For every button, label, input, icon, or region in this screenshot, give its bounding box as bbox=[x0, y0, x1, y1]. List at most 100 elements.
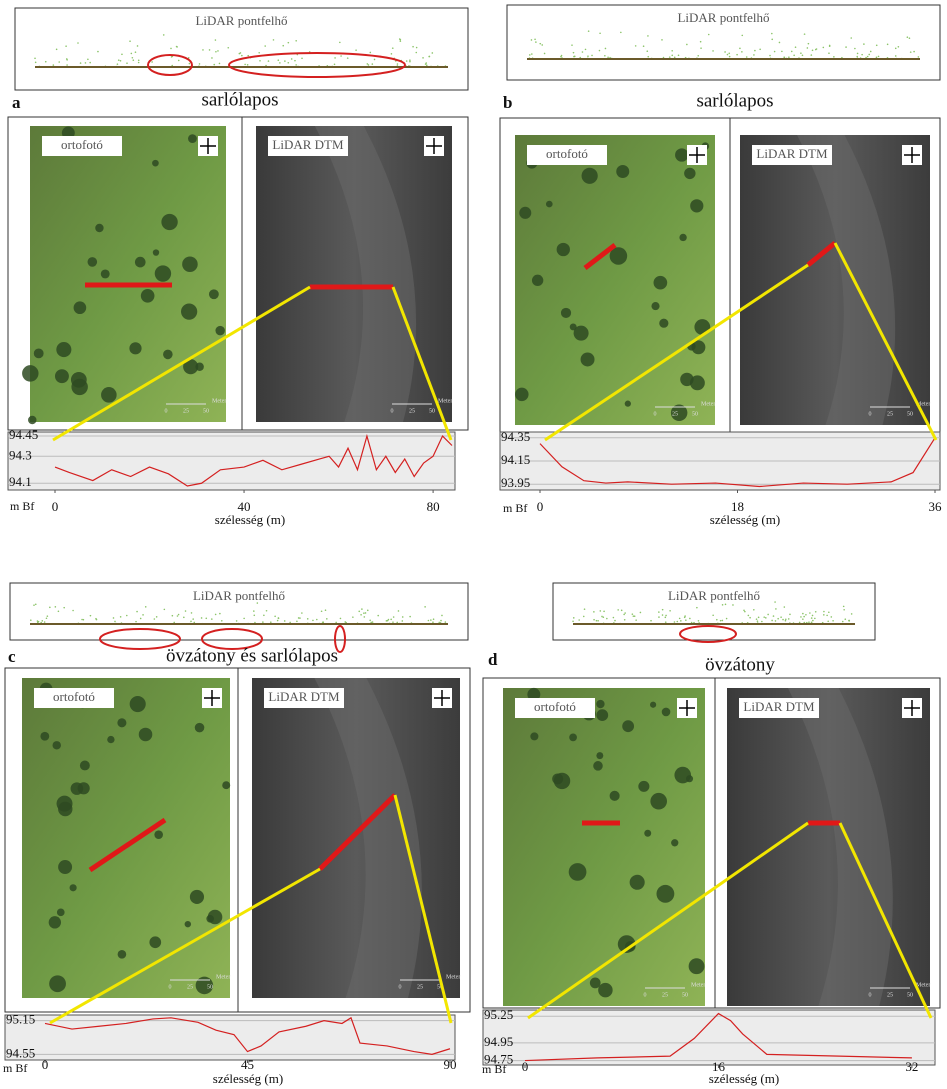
point bbox=[529, 54, 531, 56]
tree bbox=[152, 160, 159, 167]
point bbox=[360, 614, 362, 616]
point bbox=[803, 616, 805, 618]
point bbox=[301, 612, 303, 614]
tree bbox=[675, 148, 688, 161]
tree bbox=[22, 365, 38, 381]
point bbox=[573, 52, 575, 54]
point bbox=[47, 615, 49, 617]
point bbox=[767, 614, 769, 616]
point bbox=[795, 46, 797, 48]
point bbox=[788, 618, 790, 620]
point bbox=[397, 63, 399, 65]
point bbox=[202, 49, 204, 51]
point bbox=[117, 63, 119, 65]
y-tick-label: 94.95 bbox=[484, 1034, 513, 1049]
point bbox=[753, 609, 755, 611]
point bbox=[151, 61, 153, 63]
point bbox=[227, 47, 229, 49]
point bbox=[279, 62, 281, 64]
point bbox=[741, 35, 743, 37]
point bbox=[30, 619, 32, 621]
point bbox=[243, 618, 245, 620]
point bbox=[56, 49, 58, 51]
point bbox=[633, 615, 635, 617]
point bbox=[781, 51, 783, 53]
point bbox=[643, 45, 645, 47]
point bbox=[138, 59, 140, 61]
point bbox=[178, 614, 180, 616]
point bbox=[44, 621, 46, 623]
point bbox=[856, 56, 858, 58]
point bbox=[140, 618, 142, 620]
point bbox=[583, 616, 585, 618]
point bbox=[264, 45, 266, 47]
scale-tick: 25 bbox=[409, 408, 415, 414]
point bbox=[205, 617, 207, 619]
point bbox=[607, 56, 609, 58]
point bbox=[365, 612, 367, 614]
point bbox=[326, 618, 328, 620]
point bbox=[156, 616, 158, 618]
x-axis-label: szélesség (m) bbox=[709, 1071, 779, 1086]
point bbox=[599, 32, 601, 34]
point bbox=[422, 57, 424, 59]
point bbox=[842, 621, 844, 623]
point bbox=[771, 620, 773, 622]
y-unit: m Bf bbox=[3, 1061, 27, 1075]
point bbox=[239, 53, 241, 55]
point bbox=[377, 615, 379, 617]
point bbox=[284, 60, 286, 62]
point bbox=[763, 616, 765, 618]
point bbox=[171, 56, 173, 58]
point bbox=[722, 620, 724, 622]
point bbox=[253, 610, 255, 612]
point bbox=[398, 610, 400, 612]
image-label: ortofotó bbox=[53, 689, 95, 704]
point bbox=[154, 618, 156, 620]
point bbox=[827, 620, 829, 622]
point bbox=[189, 63, 191, 65]
point bbox=[712, 614, 714, 616]
point bbox=[90, 615, 92, 617]
point bbox=[288, 42, 290, 44]
tree bbox=[215, 326, 224, 335]
point bbox=[771, 39, 773, 41]
point bbox=[294, 60, 296, 62]
point bbox=[832, 620, 834, 622]
point bbox=[429, 56, 431, 58]
point bbox=[727, 54, 729, 56]
pointcloud-label: LiDAR pontfelhő bbox=[668, 588, 760, 603]
point bbox=[316, 619, 318, 621]
point bbox=[674, 56, 676, 58]
point bbox=[593, 619, 595, 621]
tree bbox=[101, 387, 117, 403]
scale-tick: 25 bbox=[662, 992, 668, 998]
y-tick-label: 95.15 bbox=[6, 1012, 35, 1027]
tree bbox=[519, 207, 531, 219]
point bbox=[812, 615, 814, 617]
point bbox=[534, 38, 536, 40]
point bbox=[887, 44, 889, 46]
tree bbox=[181, 304, 197, 320]
x-axis-label: szélesség (m) bbox=[710, 512, 780, 527]
point bbox=[726, 618, 728, 620]
point bbox=[97, 51, 99, 53]
point bbox=[201, 617, 203, 619]
point bbox=[878, 56, 880, 58]
point bbox=[761, 621, 763, 623]
point bbox=[199, 63, 201, 65]
tree bbox=[34, 348, 44, 358]
point bbox=[669, 610, 671, 612]
x-tick-label: 45 bbox=[241, 1057, 254, 1072]
point bbox=[613, 617, 615, 619]
image-label: LiDAR DTM bbox=[756, 146, 828, 161]
x-tick-label: 0 bbox=[52, 499, 59, 514]
tree bbox=[88, 257, 98, 267]
point bbox=[708, 34, 710, 36]
tree bbox=[593, 761, 603, 771]
tree bbox=[574, 326, 589, 341]
point bbox=[826, 615, 828, 617]
point bbox=[121, 53, 123, 55]
panel-title: övzátony bbox=[705, 654, 775, 675]
tree bbox=[130, 696, 146, 712]
